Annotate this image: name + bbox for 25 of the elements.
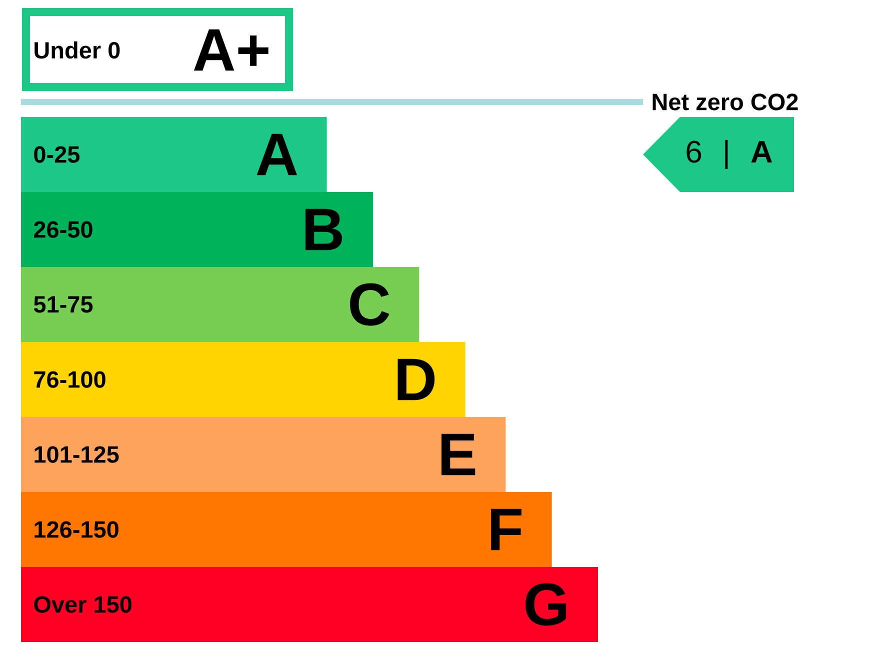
annotation: G [526, 583, 566, 626]
annotation: E [441, 434, 476, 476]
annotation: B [305, 208, 342, 250]
annotation: C [350, 283, 390, 326]
y-tick-label: 26-50 [34, 221, 92, 238]
bar [21, 117, 327, 192]
bar [21, 417, 506, 492]
annotation: F [491, 508, 522, 550]
bar [21, 342, 466, 418]
y-tick-label: 51-75 [34, 296, 93, 313]
text: A+ [194, 29, 268, 71]
bar [21, 267, 420, 342]
annotation: D [398, 358, 435, 400]
y-tick-label: 76-100 [34, 371, 106, 388]
y-tick-label: Over 150 [34, 596, 132, 613]
text: Net zero CO2 [652, 94, 798, 110]
y-tick-label: 126-150 [34, 521, 118, 538]
y-tick-label: 0-25 [34, 146, 80, 163]
bar [21, 492, 552, 568]
text: Under 0 [34, 41, 120, 59]
annotation: A [256, 134, 298, 176]
y-tick-label: 101-125 [34, 446, 119, 463]
bar [21, 192, 373, 268]
bar [21, 567, 598, 642]
text: 6 | A [686, 140, 772, 170]
